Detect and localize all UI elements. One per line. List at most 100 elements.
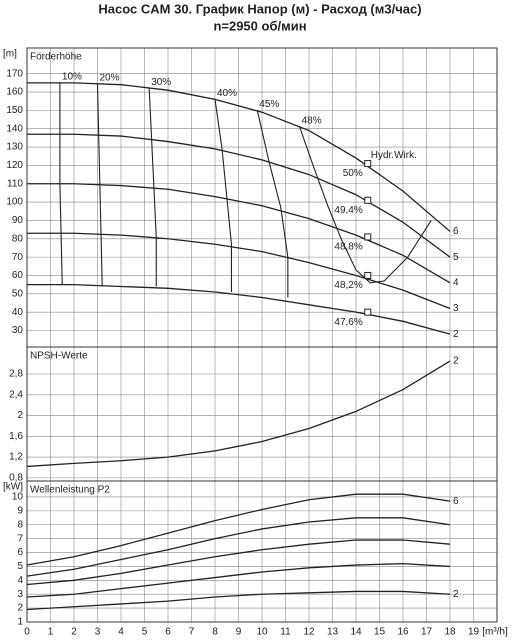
y-tick-label: 110 (7, 178, 23, 189)
curve-label: 6 (453, 496, 459, 507)
y-tick-label: 6 (17, 547, 23, 558)
y-tick-label: 1,6 (9, 431, 23, 442)
y-tick-label: 150 (6, 105, 23, 116)
efficiency-point-label: 47,6% (334, 317, 362, 328)
y-tick-label: 40 (12, 307, 24, 318)
y-tick-label: 10 (12, 492, 24, 503)
y-tick-label: 100 (6, 197, 23, 208)
y-tick-label: 0,8 (9, 473, 23, 484)
efficiency-label: 48% (302, 116, 322, 127)
x-tick-label: 12 (303, 627, 315, 638)
x-tick-label: 9 (236, 627, 242, 638)
x-tick-label: 0 (24, 627, 30, 638)
curve-label: 6 (453, 226, 459, 237)
y-unit: [m] (3, 49, 17, 60)
y-tick-label: 1,2 (9, 452, 23, 463)
efficiency-line (256, 110, 289, 298)
y-tick-label: 8 (17, 519, 23, 530)
x-tick-label: 16 (397, 627, 409, 638)
x-tick-label: 5 (142, 627, 148, 638)
curve (26, 590, 451, 611)
efficiency-label: 30% (151, 77, 171, 88)
y-tick-label: 2,4 (9, 389, 23, 400)
y-tick-label: 2,8 (9, 369, 23, 380)
efficiency-marker (364, 308, 372, 316)
efficiency-marker (364, 233, 372, 241)
y-tick-label: 160 (6, 87, 23, 98)
x-tick-label: 17 (421, 627, 433, 638)
x-tick-label: 1 (48, 627, 54, 638)
y-tick-label: 140 (6, 123, 23, 134)
curve-label: 2 (453, 329, 459, 340)
efficiency-marker (364, 271, 372, 279)
y-tick-label: 30 (12, 325, 24, 336)
x-tick-label: 4 (118, 627, 124, 638)
y-tick-label: 80 (12, 233, 24, 244)
efficiency-label: 45% (259, 99, 279, 110)
efficiency-marker (364, 196, 372, 204)
x-tick-label: 10 (256, 627, 268, 638)
curve (27, 183, 451, 284)
x-tick-label: 19 (468, 627, 480, 638)
y-tick-label: 7 (17, 533, 23, 544)
y-tick-label: 70 (12, 252, 24, 263)
efficiency-point-label: 49,4% (334, 205, 362, 216)
y-tick-label: 120 (6, 160, 23, 171)
envelope-label: Hydr.Wirk. (371, 150, 417, 161)
efficiency-line (299, 126, 432, 284)
curve (27, 133, 451, 258)
x-tick-label: 13 (327, 627, 339, 638)
y-tick-label: 2 (17, 410, 23, 421)
efficiency-point-label: 48,2% (334, 280, 362, 291)
curve-label: 5 (453, 252, 459, 263)
efficiency-line (148, 88, 157, 287)
x-tick-label: 8 (212, 627, 218, 638)
curve-label: 2 (453, 589, 459, 600)
y-tick-label: 130 (6, 142, 23, 153)
curve-label: 3 (453, 303, 459, 314)
curve (26, 360, 451, 468)
x-unit: [m³/h] (482, 627, 508, 638)
x-tick-label: 2 (71, 627, 77, 638)
y-tick-label: 170 (6, 68, 23, 79)
x-tick-label: 11 (280, 627, 291, 638)
efficiency-line (59, 82, 63, 285)
x-tick-label: 18 (444, 627, 456, 638)
x-tick-label: 3 (95, 627, 101, 638)
y-tick-label: 5 (17, 561, 23, 572)
x-tick-label: 15 (374, 627, 386, 638)
y-tick-label: 9 (17, 506, 23, 517)
efficiency-label: 20% (100, 72, 120, 83)
efficiency-point-label: 50% (343, 168, 363, 179)
y-tick-label: 60 (12, 270, 24, 281)
x-tick-label: 14 (350, 627, 362, 638)
y-tick-label: 3 (17, 589, 23, 600)
x-tick-label: 6 (165, 627, 171, 638)
efficiency-line (96, 83, 103, 286)
x-tick-label: 7 (189, 627, 195, 638)
efficiency-label: 40% (217, 88, 237, 99)
panel-label: Förderhöhe (30, 52, 82, 63)
panel-label: Wellenleistung P2 (30, 485, 110, 496)
curve (27, 283, 451, 335)
curve (26, 517, 451, 577)
curve (27, 232, 451, 310)
curve (26, 563, 451, 598)
efficiency-line (214, 99, 232, 292)
y-tick-label: 2 (17, 603, 23, 614)
plot-frame (26, 480, 498, 623)
y-tick-label: 1 (17, 617, 23, 628)
efficiency-point-label: 48,8% (334, 242, 362, 253)
chart-subtitle: n=2950 об/мин (213, 18, 306, 33)
curve-label: 4 (453, 277, 459, 288)
chart-title: Насос CAM 30. График Напор (м) - Расход … (98, 1, 421, 16)
y-tick-label: 90 (12, 215, 24, 226)
efficiency-marker (364, 160, 372, 168)
curve (26, 493, 451, 566)
y-tick-label: 4 (17, 575, 23, 586)
panel-label: NPSH-Werte (30, 351, 88, 362)
curve (26, 539, 451, 586)
y-tick-label: 50 (12, 288, 24, 299)
